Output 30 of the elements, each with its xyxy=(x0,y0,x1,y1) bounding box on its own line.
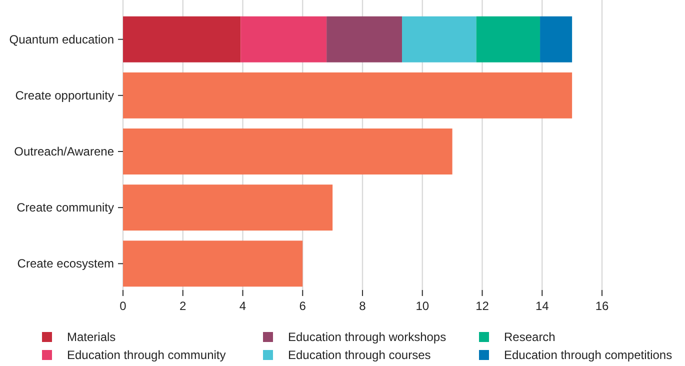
y-tick-label: Outreach/Awarene xyxy=(14,144,114,158)
legend-label: Materials xyxy=(67,330,116,344)
bar xyxy=(402,16,476,62)
bar xyxy=(123,16,241,62)
y-tick-label: Create ecosystem xyxy=(17,256,114,271)
bar xyxy=(540,16,572,62)
bar xyxy=(123,240,303,287)
legend-label: Education through workshops xyxy=(288,330,446,344)
x-tick-label: 14 xyxy=(535,299,550,313)
x-tick-label: 8 xyxy=(359,299,366,313)
bar xyxy=(326,16,402,62)
bar xyxy=(123,72,572,118)
y-tick-label: Quantum education xyxy=(9,32,114,46)
legend-label: Education through competitions xyxy=(504,348,672,362)
bar xyxy=(240,16,327,62)
bar xyxy=(123,128,452,174)
x-tick-label: 0 xyxy=(120,299,127,313)
legend-label: Research xyxy=(504,330,556,344)
legend-label: Education through courses xyxy=(288,348,431,362)
y-tick-label: Create community xyxy=(16,200,114,215)
x-tick-label: 10 xyxy=(416,299,430,313)
x-tick-label: 16 xyxy=(595,299,609,313)
x-tick-label: 6 xyxy=(299,299,306,313)
bar xyxy=(123,184,333,231)
y-tick-label: Create opportunity xyxy=(15,88,114,102)
bar xyxy=(476,16,540,62)
x-tick-label: 4 xyxy=(239,299,246,313)
legend-label: Education through community xyxy=(67,348,226,362)
x-tick-label: 12 xyxy=(476,299,490,313)
x-tick-label: 2 xyxy=(180,299,187,313)
